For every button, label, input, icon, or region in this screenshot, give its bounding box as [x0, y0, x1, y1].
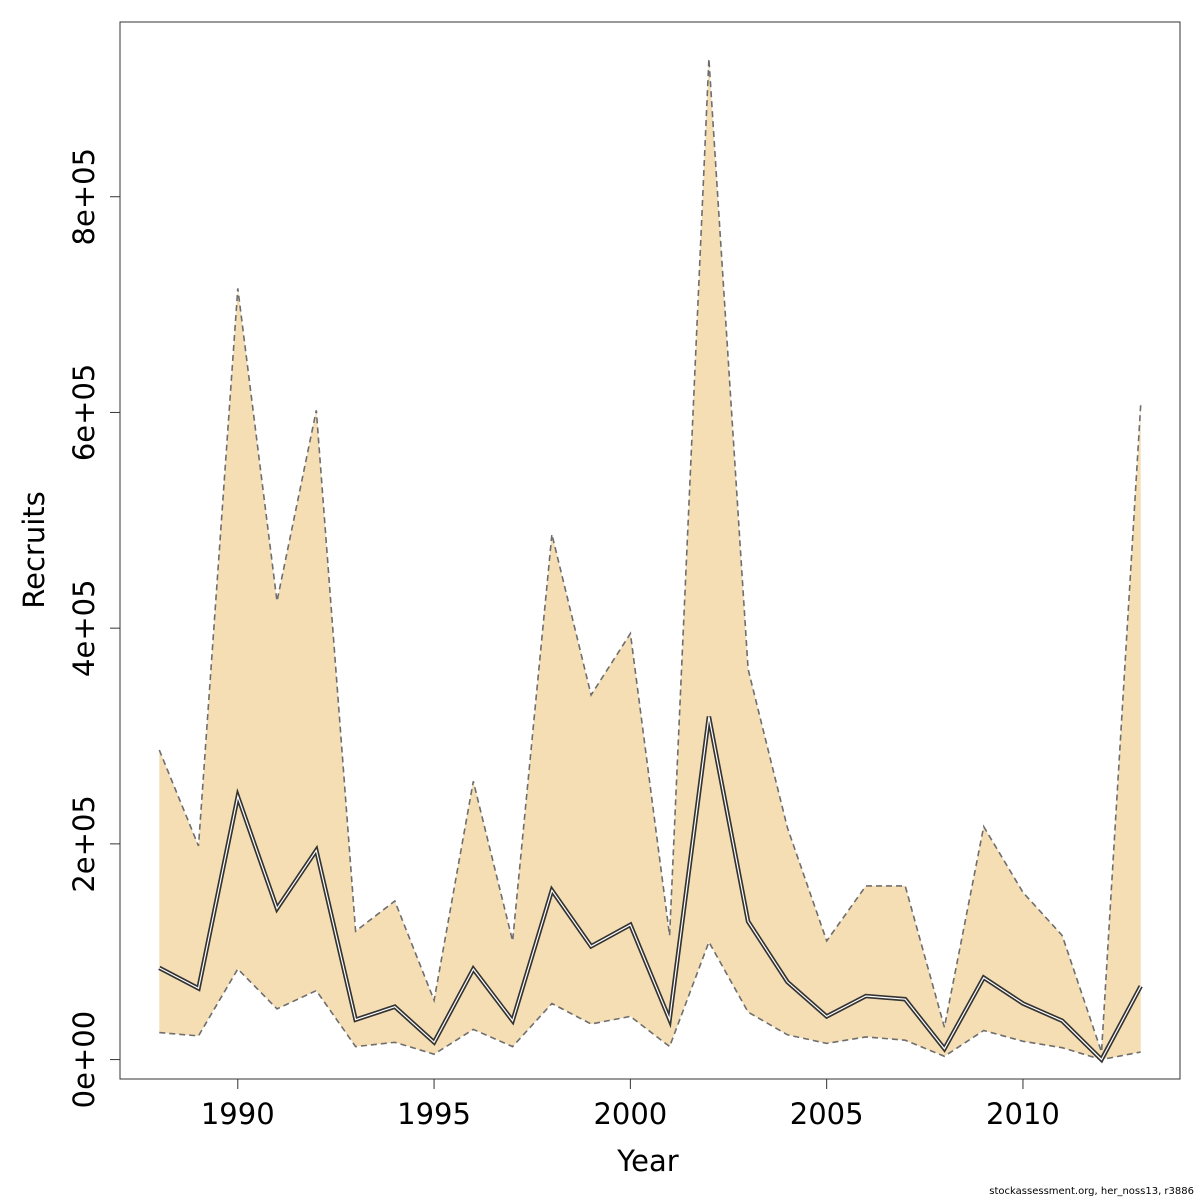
- y-axis: 0e+00 2e+05 4e+05 6e+05 8e+05: [67, 148, 121, 1109]
- x-axis-label: Year: [616, 1144, 678, 1178]
- confidence-band-layer: [159, 58, 1141, 1060]
- footer-credit: stockassessment.org, her_noss13, r3886: [989, 1186, 1194, 1197]
- y-tick-label: 2e+05: [67, 795, 101, 893]
- confidence-band: [159, 58, 1141, 1060]
- x-tick-label: 1995: [397, 1097, 471, 1131]
- x-tick-label: 2000: [593, 1097, 667, 1131]
- y-tick-label: 6e+05: [67, 364, 101, 462]
- x-tick-label: 2010: [986, 1097, 1060, 1131]
- y-tick-label: 8e+05: [67, 148, 101, 246]
- x-tick-label: 1990: [201, 1097, 275, 1131]
- x-axis: 1990 1995 2000 2005 2010: [201, 1078, 1060, 1131]
- y-axis-label: Recruits: [17, 491, 51, 608]
- x-tick-label: 2005: [790, 1097, 864, 1131]
- y-tick-label: 0e+00: [67, 1011, 101, 1109]
- lower-bound-line: [159, 940, 1141, 1061]
- lines-layer: [158, 58, 1143, 1064]
- y-tick-label: 4e+05: [67, 579, 101, 677]
- estimate-line: [159, 716, 1142, 1061]
